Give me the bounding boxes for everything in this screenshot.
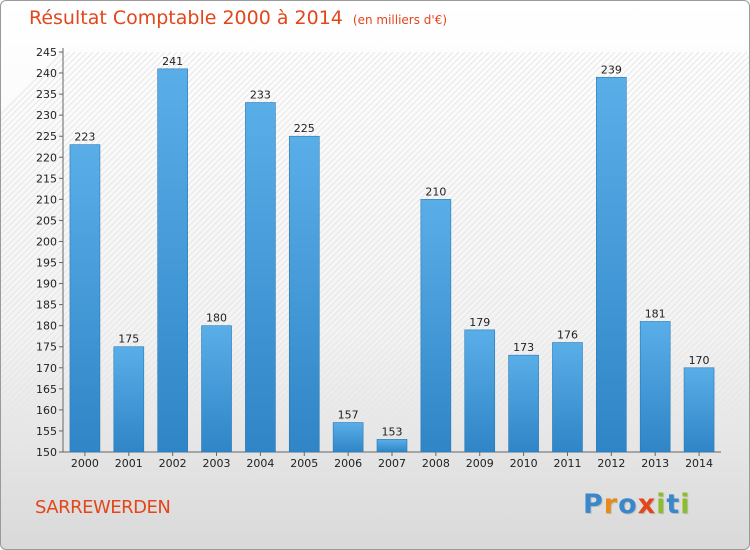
x-tick-label: 2000 [71, 457, 99, 470]
y-tick-label: 235 [36, 88, 57, 101]
data-label: 225 [294, 122, 315, 135]
logo-letter: i [656, 489, 667, 520]
y-tick-label: 195 [36, 257, 57, 270]
data-label: 181 [645, 307, 666, 320]
y-tick-label: 230 [36, 109, 57, 122]
bar [508, 354, 539, 453]
data-label: 179 [469, 316, 490, 329]
x-tick-label: 2001 [115, 457, 143, 470]
bars [69, 68, 715, 453]
y-tick-label: 175 [36, 341, 57, 354]
logo-letter: o [618, 489, 638, 520]
place-name: SARREWERDEN [35, 497, 171, 518]
data-label: 170 [689, 354, 710, 367]
logo-letter: t [666, 489, 681, 520]
data-label: 173 [513, 341, 534, 354]
axes: 150 155 160 165 170 175 180 185 190 195 200 205 210 2… [36, 46, 721, 459]
y-tick-label: 165 [36, 383, 57, 396]
data-label: 157 [338, 409, 359, 422]
y-tick-label: 245 [36, 46, 57, 59]
x-tick-label: 2009 [466, 457, 494, 470]
y-tick-label: 215 [36, 172, 57, 185]
bar [683, 367, 715, 453]
data-label: 176 [557, 329, 578, 342]
x-tick-label: 2014 [685, 457, 713, 470]
data-label: 210 [425, 185, 446, 198]
logo-letter: r [603, 489, 619, 520]
data-label: 153 [382, 425, 403, 438]
bar [639, 321, 671, 453]
data-label: 175 [118, 333, 139, 346]
x-tick-label: 2010 [510, 457, 538, 470]
bar [596, 76, 627, 453]
logo-letter: x [637, 489, 657, 520]
x-tick-label: 2007 [378, 457, 406, 470]
bar [157, 68, 188, 453]
data-label: 180 [206, 312, 227, 325]
data-label: 239 [601, 63, 622, 76]
x-tick-label: 2003 [203, 457, 231, 470]
logo-letter: i [680, 489, 691, 520]
data-label: 233 [250, 89, 271, 102]
labels: 223 2000 175 2001 241 2002 180 2003 233 2004 225 20… [71, 55, 713, 470]
x-tick-label: 2008 [422, 457, 450, 470]
y-tick-label: 210 [36, 193, 57, 206]
y-tick-label: 180 [36, 320, 57, 333]
y-tick-label: 240 [36, 67, 57, 80]
bar [69, 144, 101, 453]
x-tick-label: 2012 [597, 457, 625, 470]
x-tick-label: 2004 [246, 457, 274, 470]
x-tick-label: 2005 [290, 457, 318, 470]
bar [245, 102, 276, 453]
y-tick-label: 170 [36, 362, 57, 375]
chart-title: Résultat Comptable 2000 à 2014 (en millie… [29, 7, 447, 29]
x-tick-label: 2002 [159, 457, 187, 470]
y-tick-label: 155 [36, 425, 57, 438]
chart-title-text: Résultat Comptable 2000 à 2014 [29, 7, 343, 29]
logo-letter: P [583, 489, 604, 520]
bar [201, 325, 232, 453]
y-tick-label: 160 [36, 404, 57, 417]
y-tick-label: 185 [36, 299, 57, 312]
bar [376, 439, 408, 453]
bar [420, 199, 452, 453]
y-tick-label: 190 [36, 278, 57, 291]
bar [464, 329, 496, 453]
y-tick-label: 200 [36, 235, 57, 248]
bar [332, 422, 364, 453]
bar [113, 346, 145, 453]
x-tick-label: 2011 [553, 457, 581, 470]
x-tick-label: 2006 [334, 457, 362, 470]
bar [288, 135, 320, 453]
y-tick-label: 220 [36, 151, 57, 164]
data-label: 223 [74, 131, 95, 144]
x-tick-label: 2013 [641, 457, 669, 470]
proxiti-logo: Proxiti [583, 489, 691, 520]
y-tick-label: 205 [36, 214, 57, 227]
y-tick-label: 150 [36, 446, 57, 459]
bar [552, 342, 583, 453]
data-label: 241 [162, 55, 183, 68]
chart-unit: (en milliers d'€) [352, 13, 448, 27]
y-tick-label: 225 [36, 130, 57, 143]
